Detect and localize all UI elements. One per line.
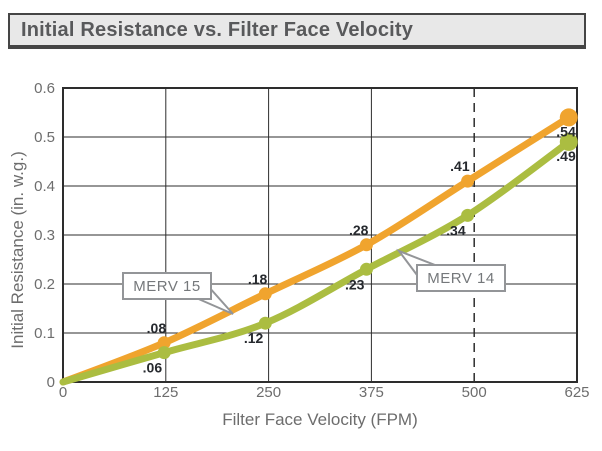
chart-title-bar: Initial Resistance vs. Filter Face Veloc… bbox=[8, 13, 586, 49]
merv-15-data-point bbox=[559, 108, 578, 127]
merv-14-data-point bbox=[359, 262, 373, 276]
merv-15-data-point bbox=[461, 174, 475, 188]
merv-14-data-point bbox=[559, 132, 578, 151]
merv-15-data-point bbox=[157, 336, 171, 350]
x-tick-label: 375 bbox=[359, 384, 384, 401]
x-tick-label: 625 bbox=[564, 384, 589, 401]
merv-15-point-label: .54 bbox=[556, 123, 576, 139]
y-tick-label: 0 bbox=[47, 374, 55, 391]
merv-14-point-label: .34 bbox=[446, 222, 466, 238]
x-tick-label: 125 bbox=[153, 384, 178, 401]
merv-14-point-label: .12 bbox=[244, 330, 264, 346]
merv-15-point-label: .28 bbox=[349, 222, 369, 238]
y-tick-label: 0.4 bbox=[34, 178, 55, 195]
y-tick-label: 0.5 bbox=[34, 129, 55, 146]
chart-title: Initial Resistance vs. Filter Face Veloc… bbox=[21, 19, 414, 41]
merv-15-data-point bbox=[258, 287, 272, 301]
y-tick-label: 0.2 bbox=[34, 276, 55, 293]
callout-merv-15-box bbox=[122, 272, 212, 300]
merv-15-point-label: .08 bbox=[147, 320, 167, 336]
plot-border bbox=[62, 87, 578, 383]
chart-area: 0 125 250 375 500 625 0 0.1 0.2 0.3 0.4 0.5 0.6 Filte… bbox=[0, 55, 602, 446]
callout-merv-14-label: MERV 14 bbox=[427, 270, 494, 287]
callout-merv-15-label: MERV 15 bbox=[133, 278, 200, 295]
merv-14-point-label: .06 bbox=[143, 360, 163, 376]
x-axis-title: Filter Face Velocity (FPM) bbox=[222, 410, 418, 429]
merv-14-point-label: .49 bbox=[556, 148, 576, 164]
y-tick-label: 0.3 bbox=[34, 227, 55, 244]
merv-15-point-label: .41 bbox=[450, 158, 470, 174]
merv-14-point-label: .23 bbox=[345, 276, 365, 292]
merv-15-point-label: .18 bbox=[248, 271, 268, 287]
y-axis-title: Initial Resistance (in. w.g.) bbox=[8, 151, 27, 348]
merv-15-curve bbox=[59, 113, 573, 386]
callout-merv-14-box bbox=[416, 264, 506, 292]
merv-14-curve bbox=[59, 138, 573, 386]
y-tick-label: 0.6 bbox=[34, 80, 55, 97]
merv-15-data-point bbox=[359, 238, 373, 252]
merv-14-data-point bbox=[461, 208, 475, 222]
resistance-chart: 0 125 250 375 500 625 0 0.1 0.2 0.3 0.4 0.5 0.6 Filte… bbox=[8, 80, 590, 429]
merv-14-data-point bbox=[157, 346, 171, 360]
x-tick-label: 0 bbox=[59, 384, 67, 401]
y-tick-label: 0.1 bbox=[34, 325, 55, 342]
merv-14-data-point bbox=[258, 316, 272, 330]
x-tick-label: 250 bbox=[256, 384, 281, 401]
x-tick-label: 500 bbox=[462, 384, 487, 401]
